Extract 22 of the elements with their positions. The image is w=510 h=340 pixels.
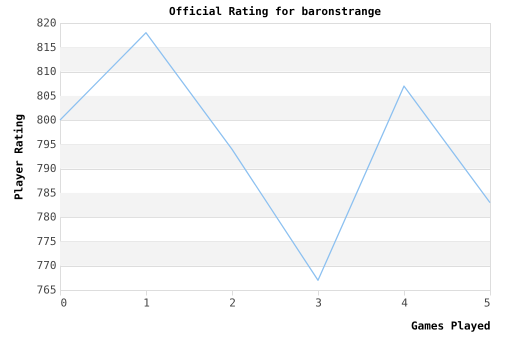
x-tick-label: 4 — [401, 296, 408, 310]
y-tick-label: 795 — [36, 138, 56, 151]
x-tick-label: 5 — [484, 296, 490, 310]
y-tick-label: 775 — [36, 234, 56, 248]
x-tick-label: 1 — [143, 296, 150, 310]
y-tick-label: 815 — [36, 40, 56, 54]
x-tick-label: 3 — [315, 296, 322, 310]
y-tick-label: 770 — [36, 259, 56, 272]
y-tick-label: 805 — [36, 89, 56, 102]
y-tick-label: 790 — [36, 162, 56, 176]
chart-title: Official Rating for baronstrange — [169, 5, 382, 18]
x-tick-label: 2 — [229, 296, 236, 310]
y-tick-label: 810 — [36, 65, 56, 78]
y-tick-label: 785 — [36, 186, 56, 200]
y-tick-label: 820 — [36, 16, 56, 30]
y-tick-label: 800 — [36, 114, 56, 127]
y-axis-title: Player Rating — [12, 114, 26, 200]
y-tick-label: 780 — [36, 210, 56, 224]
y-tick-label: 765 — [36, 284, 56, 296]
x-axis-title: Games Played — [411, 320, 490, 332]
x-tick-label: 0 — [60, 296, 68, 310]
line-series — [59, 32, 491, 281]
